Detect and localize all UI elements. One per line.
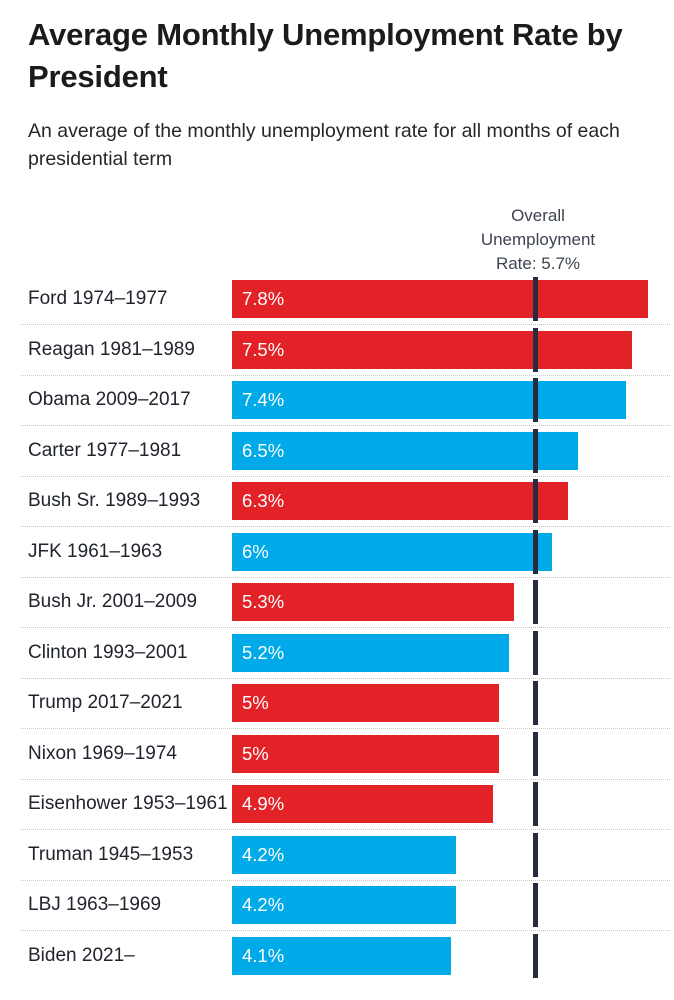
president-label: Eisenhower 1953–1961 [28,793,228,815]
reference-line-tick [533,782,539,827]
unemployment-bar: 5.2% [232,633,510,672]
chart-row: Biden 2021– 4.1% [0,930,674,982]
president-label: Ford 1974–1977 [28,288,168,310]
chart-row: Ford 1974–1977 7.8% [0,274,674,325]
chart-row: Trump 2017–2021 5% [0,677,674,729]
reference-line-tick [533,731,539,776]
chart-row: LBJ 1963–1969 4.2% [0,879,674,931]
bar-value-label: 5.3% [242,591,285,613]
unemployment-bar: 6% [232,532,552,571]
unemployment-bar: 4.1% [232,936,451,975]
reference-line-tick [533,277,539,322]
reference-line-annotation: Overall Unemployment Rate: 5.7% [480,206,596,273]
reference-line-tick [533,681,539,726]
bar-value-label: 4.2% [242,894,285,916]
bar-area: 4.2% [232,883,674,928]
bar-value-label: 7.4% [242,389,285,411]
bar-area: 4.9% [232,782,674,827]
unemployment-bar: 4.2% [232,835,456,874]
president-label: Truman 1945–1953 [28,843,194,865]
unemployment-bar: 7.4% [232,381,627,420]
bar-value-label: 7.5% [242,338,285,360]
chart-row: Reagan 1981–1989 7.5% [0,324,674,376]
reference-line-tick [533,529,539,574]
president-label: JFK 1961–1963 [28,540,163,562]
bar-area: 5.2% [232,630,674,675]
bar-value-label: 7.8% [242,288,285,310]
bar-value-label: 4.2% [242,843,285,865]
president-label: Carter 1977–1981 [28,439,182,461]
bar-value-label: 5% [242,692,269,714]
bar-area: 5.3% [232,580,674,625]
chart-row: Nixon 1969–1974 5% [0,728,674,780]
unemployment-bar: 6.3% [232,482,568,521]
bar-chart: Overall Unemployment Rate: 5.7% Ford 197… [0,200,674,990]
chart-row: Bush Sr. 1989–1993 6.3% [0,475,674,527]
unemployment-bar: 5% [232,684,499,723]
unemployment-bar: 5.3% [232,583,515,622]
chart-rows: Ford 1974–1977 7.8% Reagan 1981–1989 7.5… [0,274,674,981]
chart-row: Bush Jr. 2001–2009 5.3% [0,576,674,628]
unemployment-bar: 7.5% [232,330,632,369]
reference-line-tick [533,327,539,372]
chart-row: Obama 2009–2017 7.4% [0,374,674,426]
bar-area: 6% [232,529,674,574]
reference-line-tick [533,883,539,928]
chart-row: Truman 1945–1953 4.2% [0,829,674,881]
chart-row: Carter 1977–1981 6.5% [0,425,674,477]
president-label: Bush Sr. 1989–1993 [28,490,201,512]
bar-area: 4.2% [232,832,674,877]
bar-value-label: 5% [242,742,269,764]
reference-line-tick [533,933,539,978]
reference-line-tick [533,479,539,524]
unemployment-bar: 4.9% [232,785,494,824]
chart-row: Eisenhower 1953–1961 4.9% [0,778,674,830]
president-label: Bush Jr. 2001–2009 [28,591,198,613]
president-label: Biden 2021– [28,944,135,966]
president-label: Trump 2017–2021 [28,692,183,714]
unemployment-bar: 6.5% [232,431,579,470]
unemployment-bar: 7.8% [232,280,648,319]
chart-row: JFK 1961–1963 6% [0,526,674,578]
page-title: Average Monthly Unemployment Rate by Pre… [28,17,623,94]
unemployment-bar: 4.2% [232,886,456,925]
reference-line-tick [533,428,539,473]
bar-value-label: 4.9% [242,793,285,815]
reference-line-tick [533,832,539,877]
bar-area: 7.4% [232,378,674,423]
bar-area: 7.5% [232,327,674,372]
reference-line-tick [533,630,539,675]
bar-value-label: 6.3% [242,490,285,512]
bar-area: 6.5% [232,428,674,473]
reference-line-tick [533,378,539,423]
president-label: LBJ 1963–1969 [28,894,162,916]
president-label: Clinton 1993–2001 [28,641,188,663]
president-label: Obama 2009–2017 [28,389,191,411]
bar-value-label: 5.2% [242,641,285,663]
bar-value-label: 6.5% [242,439,285,461]
chart-row: Clinton 1993–2001 5.2% [0,627,674,679]
bar-area: 5% [232,731,674,776]
bar-area: 7.8% [232,277,674,322]
chart-subtitle: An average of the monthly unemployment r… [28,120,620,170]
president-label: Reagan 1981–1989 [28,338,195,360]
reference-line-tick [533,580,539,625]
unemployment-bar: 5% [232,734,499,773]
bar-area: 6.3% [232,479,674,524]
president-label: Nixon 1969–1974 [28,742,177,764]
bar-area: 5% [232,681,674,726]
bar-area: 4.1% [232,933,674,978]
bar-value-label: 4.1% [242,944,285,966]
bar-value-label: 6% [242,540,269,562]
